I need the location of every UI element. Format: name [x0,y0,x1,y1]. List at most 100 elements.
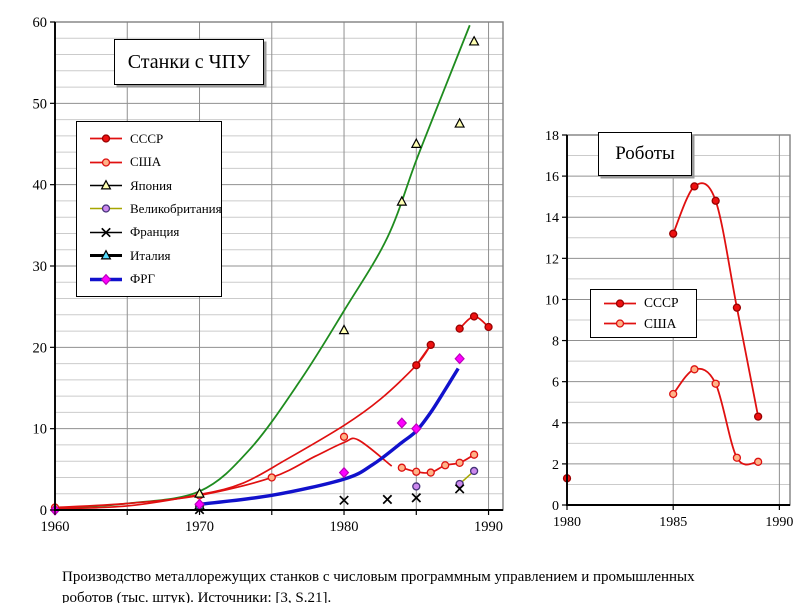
robots-chart-canvas: 0 2 4 6 8 10 12 14 16 18 1980 1985 1990 [545,129,793,530]
robots-chart-title: Роботы [598,132,692,176]
x-tick-label: 1970 [185,519,214,535]
series-japan [194,35,480,498]
legend-label-ussr: СССР [644,295,679,311]
usa-legend-marker [101,157,111,167]
y-tick-label: 6 [552,376,559,391]
y-tick-label: 0 [552,499,559,514]
ussr-marker [426,340,435,350]
frg-marker [454,353,465,365]
uk-marker [469,466,479,476]
ussr-marker [484,322,493,332]
frg-trend [199,367,460,506]
usa-legend-marker-icon [90,157,122,167]
x-tick-label: 1990 [765,515,793,530]
ussr-legend-marker [615,299,625,308]
italy-legend-marker-icon [90,249,122,260]
france-marker [411,492,422,503]
usa-marker [426,468,435,477]
trend-curves [54,24,471,510]
series-uk [412,466,479,491]
legend-label-uk: Великобритания [130,200,222,216]
france-legend-marker-icon [90,227,122,238]
legend-item-ussr: СССР [595,295,692,311]
japan-legend-marker-icon [90,179,122,190]
frg-marker [411,422,422,435]
frg-legend-marker-icon [90,273,122,285]
legend-item-japan: Япония [81,178,217,194]
usa-marker [455,458,464,467]
japan-marker [396,195,408,206]
y-tick-label: 12 [545,252,559,267]
uk-legend-marker-icon [90,204,122,214]
legend-item-usa: США [81,154,217,170]
ussr-legend-marker-icon [90,134,122,143]
usa-marker [469,450,479,459]
japan-marker [338,324,350,335]
legend-label-ussr: СССР [130,130,164,146]
y-tick-label: 8 [552,335,559,350]
legend-label-japan: Япония [130,177,173,193]
usa-marker [690,365,699,374]
frg-marker [396,417,408,429]
japan-marker [194,487,205,498]
usa-marker [267,473,276,482]
ussr-marker [412,361,421,370]
legend-label-frg: ФРГ [130,271,156,287]
usa-marker [397,463,406,472]
legend-item-uk: Великобритания [81,201,222,217]
robots-chart-legend: СССР США [590,289,697,338]
ussr-marker [669,229,678,238]
ussr-marker [711,196,720,205]
y-tick-label: 10 [33,422,48,438]
y-tick-label: 2 [552,458,559,473]
france-legend-marker [101,227,111,238]
legend-item-frg: ФРГ [81,271,217,287]
legend-label-usa: США [644,315,677,331]
usa-legend-marker-icon [604,319,636,328]
x-tick-label: 1960 [41,519,70,535]
series-usa [669,365,763,466]
uk-marker [455,479,464,489]
y-tick-label: 0 [40,503,47,519]
series-ussr-line [415,344,432,366]
usa-trend [54,437,393,509]
x-tick-label: 1980 [330,519,359,535]
legend-label-france: Франция [130,224,180,240]
series-ussr [412,312,493,370]
usa-marker [441,461,450,470]
france-marker [339,495,349,506]
usa-marker [412,467,421,476]
y-tick-label: 60 [33,15,48,31]
y-tick-label: 4 [552,417,559,432]
y-tick-label: 14 [545,211,559,226]
ussr-marker [455,324,464,333]
ussr-legend-marker-icon [604,299,636,308]
y-tick-label: 10 [545,293,559,308]
y-tick-label: 20 [33,340,48,356]
france-marker [382,494,393,505]
legend-label-italy: Италия [130,247,171,263]
axes: 0 2 4 6 8 10 12 14 16 18 1980 1985 1990 [545,129,793,530]
usa-marker [669,389,678,399]
axes: 0 10 20 30 40 50 60 1960 1970 1980 1990 [33,15,504,535]
x-tick-label: 1985 [659,515,687,530]
legend-label-usa: США [130,154,162,170]
france-marker [454,484,465,494]
frg-marker [338,466,350,479]
ussr-marker [690,182,699,191]
y-tick-label: 30 [33,259,48,275]
y-tick-label: 50 [33,96,48,112]
ussr-marker [753,412,763,421]
x-tick-label: 1990 [474,519,503,535]
legend-item-ussr: СССР [81,131,217,147]
ussr-marker [469,312,479,321]
usa-marker [711,379,720,388]
japan-marker [410,137,422,148]
usa-marker [732,453,742,462]
cnc-chart-title-text: Станки с ЧПУ [127,50,251,73]
japan-marker [454,117,466,128]
uk-marker [412,482,421,491]
robots-chart-title-text: Роботы [615,143,675,164]
usa-legend-marker [615,319,625,328]
